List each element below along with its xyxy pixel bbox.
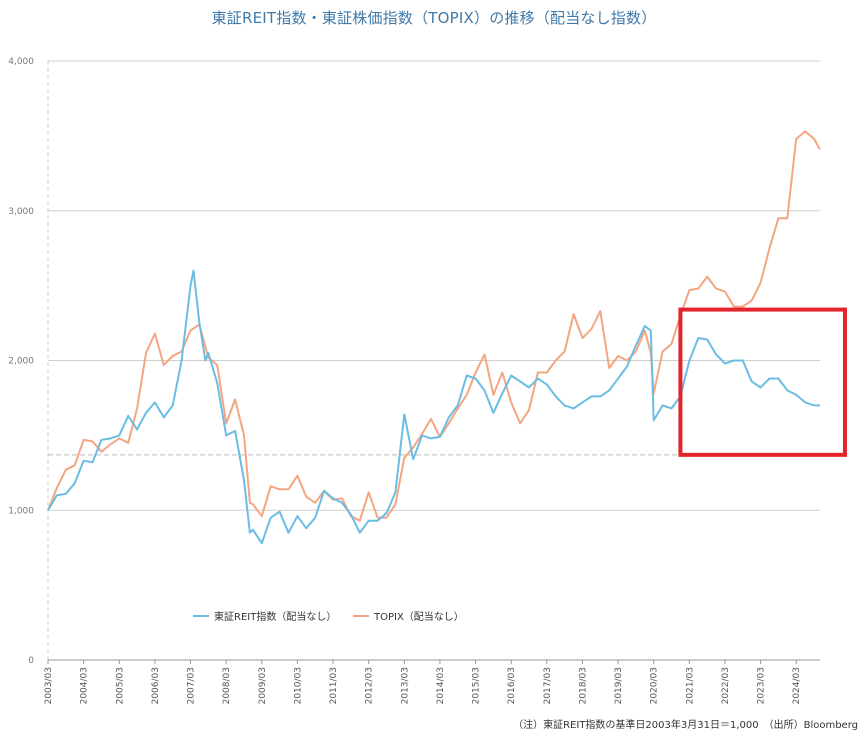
x-tick-label: 2007/03 — [187, 667, 197, 704]
x-tick-label: 2014/03 — [436, 667, 446, 704]
chart-title: 東証REIT指数・東証株価指数（TOPIX）の推移（配当なし指数） — [211, 9, 657, 27]
x-tick-label: 2023/03 — [757, 667, 767, 704]
x-tick-label: 2010/03 — [293, 667, 303, 704]
highlight-box — [678, 307, 847, 457]
x-tick-label: 2003/03 — [44, 667, 54, 704]
legend-label-topix: TOPIX（配当なし） — [373, 610, 464, 623]
legend: 東証REIT指数（配当なし） TOPIX（配当なし） — [193, 610, 464, 623]
x-tick-label: 2013/03 — [400, 667, 410, 704]
y-tick-label: 0 — [28, 656, 34, 666]
x-tick-label: 2004/03 — [80, 667, 90, 704]
x-tick-label: 2016/03 — [507, 667, 517, 704]
legend-label-reit: 東証REIT指数（配当なし） — [214, 610, 336, 623]
x-axis: 2003/03 2004/03 2005/03 2006/03 2007/03 2008/… — [44, 659, 820, 704]
x-tick-label: 2018/03 — [578, 667, 588, 704]
x-tick-label: 2019/03 — [614, 667, 624, 704]
topix-series-line — [47, 130, 821, 522]
highlight-layer — [678, 307, 847, 457]
y-tick-label: 2,000 — [8, 357, 34, 367]
x-tick-label: 2024/03 — [792, 667, 802, 704]
x-tick-label: 2017/03 — [543, 667, 553, 704]
reit-series-line — [47, 269, 820, 545]
x-tick-label: 2006/03 — [151, 667, 161, 704]
x-tick-label: 2022/03 — [721, 667, 731, 704]
y-axis: 0 1,000 2,000 3,000 4,000 — [8, 57, 34, 666]
source-note: （注）東証REIT指数の基準日2003年3月31日＝1,000 （出所）Bloo… — [513, 720, 858, 731]
x-tick-label: 2015/03 — [472, 667, 482, 704]
y-tick-label: 3,000 — [8, 207, 34, 217]
y-tick-label: 1,000 — [8, 506, 34, 516]
x-tick-label: 2012/03 — [365, 667, 375, 704]
x-tick-label: 2011/03 — [329, 667, 339, 704]
x-tick-label: 2020/03 — [650, 667, 660, 704]
x-tick-label: 2021/03 — [685, 667, 695, 704]
x-tick-label: 2009/03 — [258, 667, 268, 704]
x-tick-label: 2005/03 — [115, 667, 125, 704]
series-layer — [47, 130, 821, 545]
y-tick-label: 4,000 — [8, 57, 34, 67]
grid-layer — [47, 60, 820, 661]
x-tick-label: 2008/03 — [222, 667, 232, 704]
